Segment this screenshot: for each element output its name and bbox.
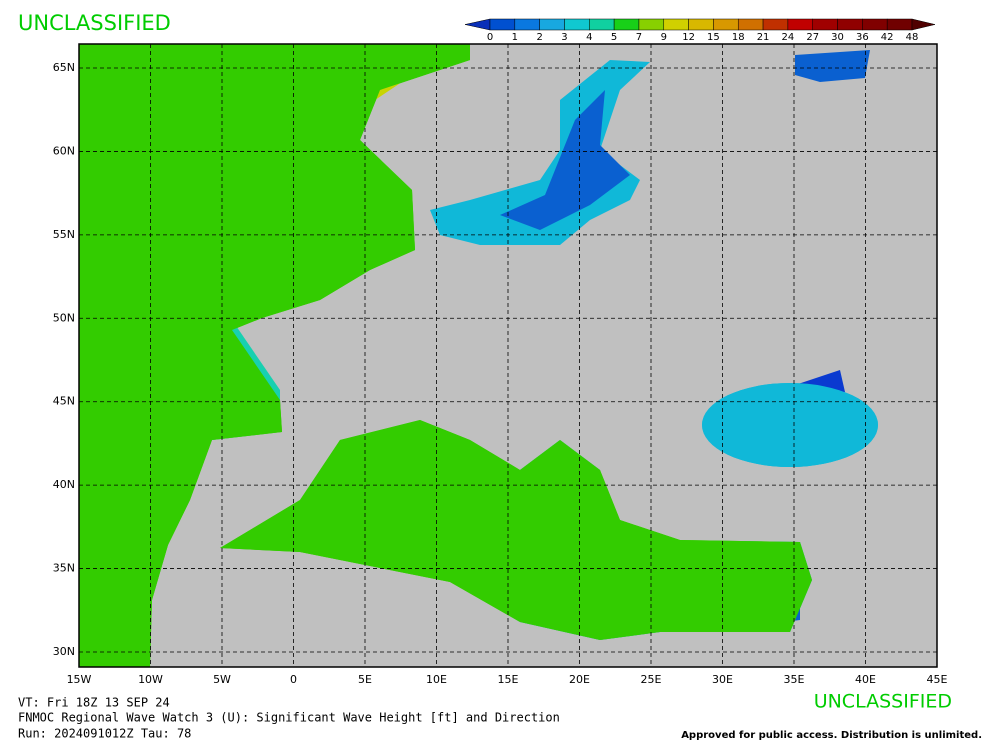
bottom-classification: UNCLASSIFIED (814, 691, 952, 713)
colorbar-label: 42 (881, 32, 894, 43)
wave-direction (702, 383, 878, 467)
colorbar-end (911, 18, 936, 31)
colorbar-label: 18 (732, 32, 745, 43)
baltic-core (500, 90, 630, 230)
lon-label: 0 (290, 673, 297, 686)
colorbar-label: 30 (831, 32, 844, 43)
colorbar-label: 48 (906, 32, 919, 43)
map-frame (78, 43, 938, 668)
lon-label: 15E (498, 673, 519, 686)
colorbar-swatch (514, 18, 540, 31)
valid-time: VT: Fri 18Z 13 SEP 24 (18, 696, 170, 710)
colorbar-label: 12 (682, 32, 695, 43)
colorbar-swatch (837, 18, 863, 31)
axis-labels: 65N 60N 55N 50N 45N 40N 35N 30N 15W 10W 5W 0 5E 10E 15… (53, 61, 948, 686)
lat-label: 45N (53, 395, 75, 408)
lat-label: 60N (53, 144, 75, 157)
colorbar: 0 1 2 3 4 5 7 9 12 15 18 21 24 27 30 36 42 48 (464, 18, 936, 43)
colorbar-label: 15 (707, 32, 720, 43)
lon-label: 15W (67, 673, 92, 686)
colorbar-label: 7 (636, 32, 642, 43)
white-sea (795, 50, 870, 82)
lon-label: 35E (784, 673, 805, 686)
colorbar-swatch (762, 18, 789, 31)
colorbar-label: 4 (586, 32, 592, 43)
lon-label: 10E (426, 673, 447, 686)
lon-label: 25E (641, 673, 662, 686)
colorbar-swatch (886, 18, 913, 31)
lat-label: 65N (53, 61, 75, 74)
lon-label: 20E (569, 673, 590, 686)
lat-label: 35N (53, 562, 75, 575)
colorbar-label: 21 (757, 32, 770, 43)
colorbar-label: 9 (661, 32, 667, 43)
lon-label: 30E (712, 673, 733, 686)
colorbar-label: 3 (561, 32, 567, 43)
colorbar-label: 5 (611, 32, 617, 43)
colorbar-end (464, 18, 491, 31)
colorbar-swatch (489, 18, 516, 31)
colorbar-swatch (663, 18, 689, 31)
colorbar-swatch (638, 18, 665, 31)
colorbar-label: 24 (782, 32, 795, 43)
colorbar-label: 2 (536, 32, 542, 43)
lat-label: 50N (53, 311, 75, 324)
colorbar-swatch (862, 18, 888, 31)
colorbar-swatch (613, 18, 640, 31)
colorbar-label: 36 (856, 32, 869, 43)
graticule (79, 44, 937, 667)
product-title: FNMOC Regional Wave Watch 3 (U): Signifi… (18, 711, 560, 725)
lat-label: 40N (53, 478, 75, 491)
colorbar-swatch (713, 18, 739, 31)
run-info: Run: 2024091012Z Tau: 78 (18, 727, 191, 741)
lon-label: 45E (927, 673, 948, 686)
top-classification: UNCLASSIFIED (18, 11, 171, 35)
colorbar-swatch (564, 18, 590, 31)
lat-label: 30N (53, 645, 75, 658)
lon-label: 40E (855, 673, 876, 686)
lat-label: 55N (53, 228, 75, 241)
release-note: Approved for public access. Distribution… (681, 730, 982, 741)
lon-label: 5W (213, 673, 231, 686)
colorbar-swatch (688, 18, 714, 31)
lon-label: 10W (138, 673, 163, 686)
colorbar-label: 27 (806, 32, 819, 43)
map (79, 44, 937, 667)
colorbar-label: 1 (512, 32, 518, 43)
lon-label: 5E (358, 673, 372, 686)
colorbar-swatch (812, 18, 838, 31)
colorbar-swatch (787, 18, 813, 31)
colorbar-swatch (737, 18, 764, 31)
colorbar-swatch (589, 18, 615, 31)
colorbar-swatch (539, 18, 565, 31)
colorbar-label: 0 (487, 32, 493, 43)
